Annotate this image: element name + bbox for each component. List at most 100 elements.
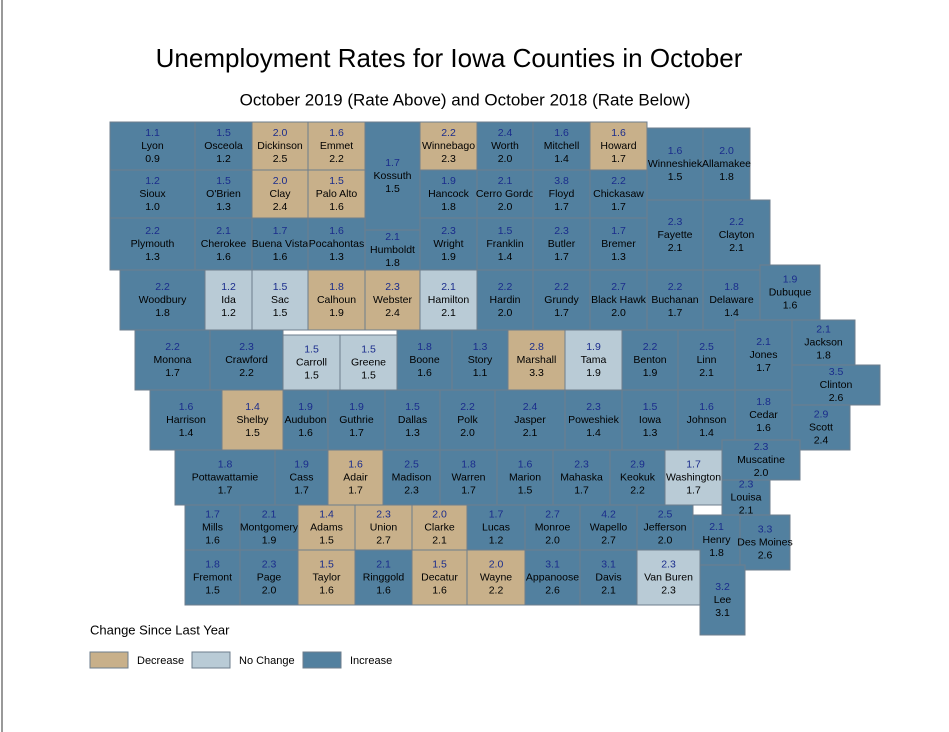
rate-2019: 3.2 <box>715 581 730 593</box>
county-name: Ida <box>221 294 236 306</box>
rate-2019: 2.3 <box>262 558 277 570</box>
rate-2019: 2.1 <box>262 508 277 520</box>
rate-2019: 1.7 <box>385 157 400 169</box>
rate-2018: 2.1 <box>441 307 456 319</box>
rate-2018: 2.1 <box>601 584 616 596</box>
county-shape <box>327 389 386 451</box>
rate-2018: 1.7 <box>461 484 476 496</box>
rate-2018: 1.3 <box>611 251 626 263</box>
county-name: Clinton <box>820 379 853 391</box>
county-shape <box>239 504 299 551</box>
county-name: Dickinson <box>257 140 303 152</box>
county-shape <box>524 504 581 551</box>
county-shape <box>677 329 736 391</box>
county-shape <box>699 564 746 636</box>
rate-2018: 1.7 <box>554 201 569 213</box>
county-name: Louisa <box>731 491 762 503</box>
rate-2019: 1.5 <box>304 343 319 355</box>
rate-2018: 1.4 <box>724 307 739 319</box>
rate-2018: 1.2 <box>221 307 236 319</box>
county-shape <box>239 549 299 606</box>
rate-2018: 1.7 <box>554 251 569 263</box>
county-shape <box>564 329 623 391</box>
rate-2018: 1.0 <box>145 201 160 213</box>
county-shape <box>621 389 679 451</box>
rate-2019: 1.5 <box>361 343 376 355</box>
rate-2019: 2.3 <box>376 508 391 520</box>
rate-2018: 1.6 <box>329 201 344 213</box>
county-shape <box>476 217 534 271</box>
rate-2019: 1.5 <box>498 225 513 237</box>
rate-2019: 2.3 <box>586 401 601 413</box>
rate-2018: 2.0 <box>754 467 769 479</box>
county-shape <box>476 269 534 331</box>
rate-2019: 2.4 <box>498 127 513 139</box>
rate-2019: 1.5 <box>432 558 447 570</box>
rate-2018: 1.7 <box>668 307 683 319</box>
rate-2019: 2.7 <box>545 508 560 520</box>
county-shape <box>734 389 793 441</box>
rate-2018: 1.5 <box>361 369 376 381</box>
rate-2019: 1.5 <box>329 175 344 187</box>
rate-2018: 2.6 <box>758 549 773 561</box>
rate-2019: 2.1 <box>216 225 231 237</box>
county-name: Polk <box>457 414 478 426</box>
rate-2019: 1.8 <box>329 281 344 293</box>
legend-swatch <box>89 651 129 669</box>
rate-2019: 2.2 <box>441 127 456 139</box>
rate-2018: 1.4 <box>554 153 569 165</box>
rate-2018: 1.9 <box>643 367 658 379</box>
rate-2019: 1.5 <box>216 127 231 139</box>
county-name: Emmet <box>320 140 353 152</box>
rate-2018: 1.3 <box>405 427 420 439</box>
county-name: Clay <box>269 188 291 200</box>
county-shape <box>791 319 856 366</box>
rate-2019: 3.3 <box>758 523 773 535</box>
rate-2018: 2.0 <box>658 534 673 546</box>
county-name: Clayton <box>719 229 755 241</box>
rate-2019: 2.2 <box>643 341 658 353</box>
county-name: Jackson <box>804 336 843 348</box>
rate-2019: 2.8 <box>529 341 544 353</box>
legend-swatch <box>302 651 342 669</box>
rate-2018: 1.7 <box>554 307 569 319</box>
rate-2019: 2.1 <box>385 231 400 243</box>
rate-2019: 2.9 <box>814 408 829 420</box>
rate-2019: 2.1 <box>816 323 831 335</box>
county-name: Kossuth <box>374 170 412 182</box>
rate-2019: 1.8 <box>205 558 220 570</box>
rate-2019: 3.8 <box>554 175 569 187</box>
county-name: Greene <box>351 356 386 368</box>
rate-2018: 2.0 <box>498 201 513 213</box>
legend-label: Increase <box>350 655 392 667</box>
rate-2019: 1.6 <box>329 225 344 237</box>
county-shape <box>354 504 413 551</box>
county-name: Mills <box>202 521 223 533</box>
rate-2019: 2.2 <box>729 216 744 228</box>
county-name: Cass <box>290 471 314 483</box>
rate-2018: 2.0 <box>611 307 626 319</box>
rate-2018: 1.6 <box>417 367 432 379</box>
county-shape <box>307 169 366 219</box>
subtitle: October 2019 (Rate Above) and October 20… <box>240 90 691 109</box>
rate-2019: 1.2 <box>145 175 160 187</box>
rate-2018: 1.9 <box>586 367 601 379</box>
